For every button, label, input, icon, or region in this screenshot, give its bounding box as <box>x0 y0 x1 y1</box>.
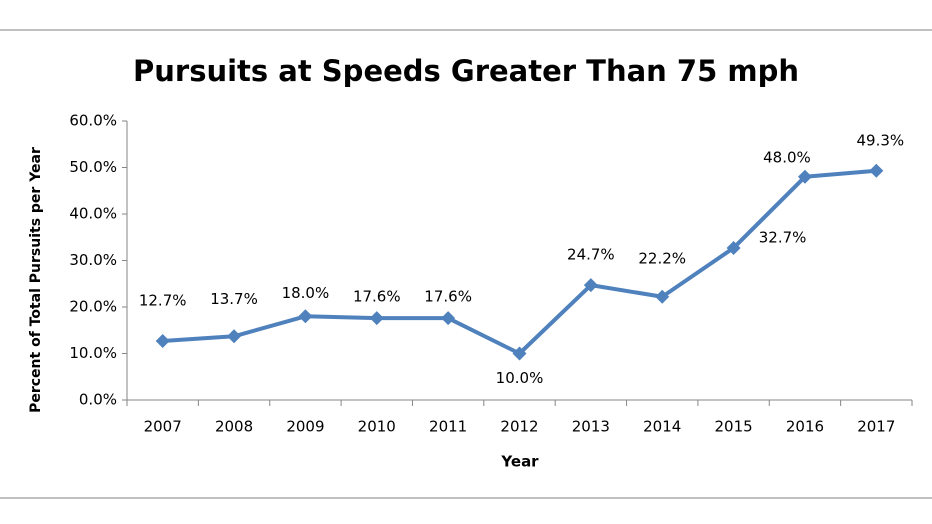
point-marker <box>726 240 741 255</box>
data-label: 49.3% <box>856 131 904 149</box>
data-label: 17.6% <box>424 288 472 306</box>
point-marker <box>441 311 456 326</box>
y-tick-label: 0.0% <box>79 391 117 409</box>
point-marker <box>155 333 170 348</box>
y-tick-label: 40.0% <box>69 205 117 223</box>
point-marker <box>655 289 670 304</box>
x-tick-label: 2009 <box>286 418 324 436</box>
point-marker <box>369 311 384 326</box>
y-axis-title: Percent of Total Pursuits per Year <box>28 147 44 413</box>
data-label: 32.7% <box>759 228 807 246</box>
point-marker <box>869 163 884 178</box>
x-tick-label: 2011 <box>429 418 467 436</box>
point-marker <box>227 329 242 344</box>
x-tick-label: 2015 <box>714 418 752 436</box>
x-tick-label: 2007 <box>144 418 182 436</box>
data-label: 18.0% <box>282 284 330 302</box>
y-tick-label: 10.0% <box>69 344 117 362</box>
data-label: 17.6% <box>353 288 401 306</box>
x-tick-label: 2014 <box>643 418 681 436</box>
point-marker <box>512 346 527 361</box>
y-tick-label: 60.0% <box>69 112 117 130</box>
x-tick-label: 2012 <box>500 418 538 436</box>
data-label: 13.7% <box>210 290 258 308</box>
data-label: 48.0% <box>763 148 811 166</box>
point-marker <box>797 169 812 184</box>
chart-title: Pursuits at Speeds Greater Than 75 mph <box>133 54 799 88</box>
y-tick-label: 20.0% <box>69 298 117 316</box>
y-tick-label: 30.0% <box>69 251 117 269</box>
point-marker <box>298 309 313 324</box>
data-label: 22.2% <box>638 249 686 267</box>
x-axis-title: Year <box>500 453 539 471</box>
point-marker <box>583 278 598 293</box>
x-tick-label: 2017 <box>857 418 895 436</box>
x-tick-label: 2010 <box>358 418 396 436</box>
data-label: 24.7% <box>567 246 615 264</box>
x-tick-label: 2013 <box>572 418 610 436</box>
series-line <box>162 168 877 356</box>
x-tick-label: 2008 <box>215 418 253 436</box>
x-tick-label: 2016 <box>786 418 824 436</box>
data-label: 12.7% <box>139 291 187 309</box>
data-label: 10.0% <box>496 369 544 387</box>
y-tick-label: 50.0% <box>69 158 117 176</box>
